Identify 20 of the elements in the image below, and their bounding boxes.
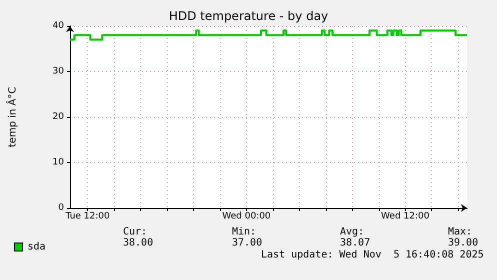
text: 38.00	[123, 238, 154, 248]
text: Avg:	[340, 226, 364, 238]
x-tick-label: Wed 12:00	[381, 212, 430, 222]
chart-title: HDD temperature - by day	[168, 9, 328, 23]
text: 37.00	[232, 238, 262, 248]
y-tick-label: 40	[52, 21, 64, 31]
y-tick-label: 20	[52, 112, 64, 122]
text: 39.00	[448, 238, 478, 248]
y-tick-label: 0	[58, 203, 64, 213]
text: Last update: Wed Nov 5 16:40:08 2025	[261, 250, 484, 260]
legend-label: sda	[28, 242, 46, 252]
text: Min:	[232, 226, 256, 238]
x-tick-label: Tue 12:00	[64, 212, 110, 222]
x-tick-label: Wed 00:00	[222, 212, 271, 222]
y-tick-label: 10	[52, 158, 64, 168]
y-axis-title: temp in Â°C	[6, 86, 18, 148]
text: Cur:	[123, 226, 148, 238]
text: 38.07	[340, 238, 370, 248]
y-tick-label: 30	[52, 66, 64, 76]
text: Max:	[448, 226, 472, 238]
